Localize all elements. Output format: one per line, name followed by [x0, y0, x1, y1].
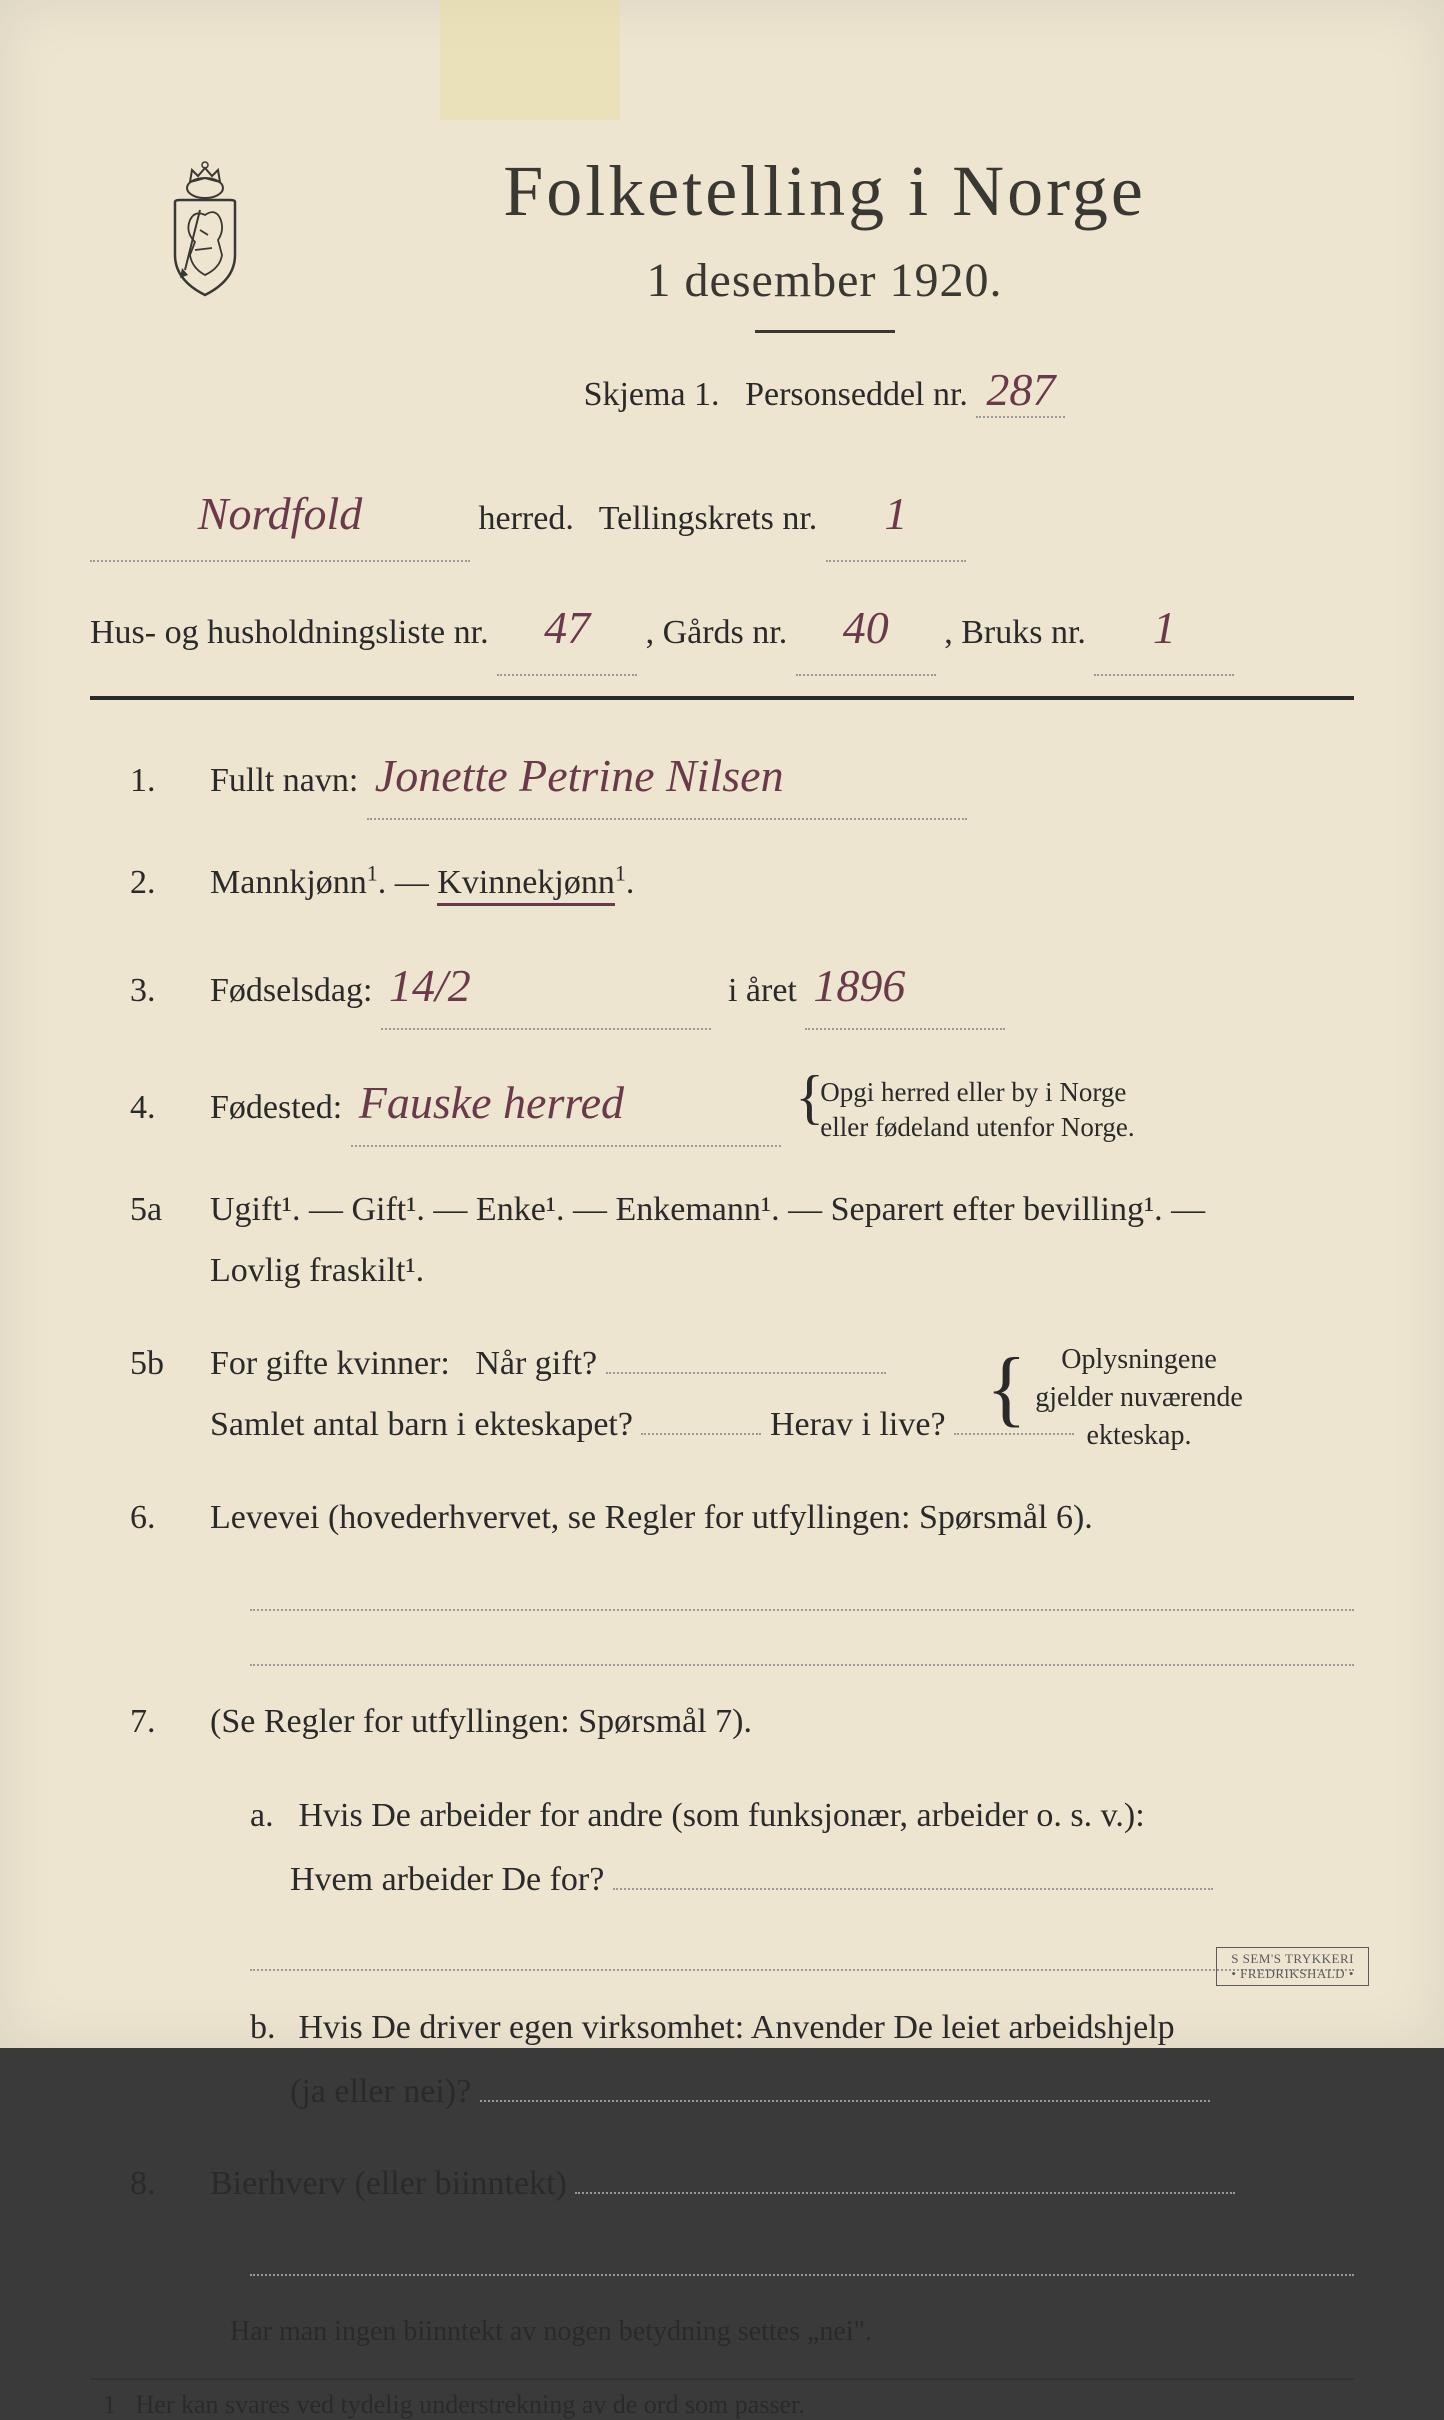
birth-year: 1896: [813, 960, 905, 1011]
tape-mark: [440, 0, 620, 120]
personseddel-nr: 287: [976, 363, 1065, 418]
footnote: 1 Her kan svares ved tydelig understrekn…: [90, 2378, 1354, 2420]
question-3: 3. Fødselsdag: 14/2 i året 1896: [130, 945, 1354, 1030]
herred-line: Nordfold herred. Tellingskrets nr. 1: [90, 468, 1354, 562]
blank-line: [250, 2246, 1354, 2276]
birth-day: 14/2: [389, 960, 471, 1011]
blank-line: [250, 1636, 1354, 1666]
document-header: Folketelling i Norge 1 desember 1920. Sk…: [150, 150, 1354, 448]
bruks-nr: 1: [1153, 602, 1176, 653]
main-title: Folketelling i Norge: [295, 150, 1354, 233]
question-5b: 5b For gifte kvinner: Når gift? Samlet a…: [130, 1333, 1354, 1455]
census-form-page: Folketelling i Norge 1 desember 1920. Sk…: [0, 0, 1444, 2048]
question-4: 4. Fødested: Fauske herred Opgi herred e…: [130, 1062, 1354, 1147]
hus-nr: 47: [544, 602, 590, 653]
title-block: Folketelling i Norge 1 desember 1920. Sk…: [295, 150, 1354, 448]
question-2: 2. Mannkjønn1. — Kvinnekjønn1.: [130, 852, 1354, 913]
tellingskrets-nr: 1: [884, 488, 907, 539]
question-7: 7. (Se Regler for utfyllingen: Spørsmål …: [130, 1691, 1354, 1752]
blank-line: [250, 1581, 1354, 1611]
birthplace-value: Fauske herred: [359, 1077, 624, 1128]
question-5a: 5a Ugift¹. — Gift¹. — Enke¹. — Enkemann¹…: [130, 1179, 1354, 1301]
schema-line: Skjema 1. Personseddel nr. 287: [295, 363, 1354, 418]
printer-stamp: S SEM'S TRYKKERI • FREDRIKSHALD •: [1216, 1947, 1369, 1986]
footer-note: Har man ingen biinntekt av nogen betydni…: [230, 2316, 1354, 2348]
subtitle-date: 1 desember 1920.: [295, 253, 1354, 308]
norwegian-coat-of-arms-icon: [150, 160, 260, 300]
blank-line: [250, 1941, 1354, 1971]
gards-nr: 40: [843, 602, 889, 653]
question-6: 6. Levevei (hovederhvervet, se Regler fo…: [130, 1487, 1354, 1548]
full-name-value: Jonette Petrine Nilsen: [375, 750, 784, 801]
title-divider: [755, 330, 895, 333]
gender-female-selected: Kvinnekjønn: [437, 864, 615, 906]
question-8: 8. Bierhverv (eller biinntekt): [130, 2153, 1354, 2214]
marriage-side-note: Oplysningene gjelder nuværende ekteskap.: [1014, 1341, 1264, 1454]
question-7b: b. Hvis De driver egen virksomhet: Anven…: [250, 1996, 1354, 2125]
birthplace-note: Opgi herred eller by i Norge eller fødel…: [795, 1075, 1134, 1145]
question-list: 1. Fullt navn: Jonette Petrine Nilsen 2.…: [90, 735, 1354, 2348]
header-rule: [90, 696, 1354, 700]
marital-options: Ugift¹. — Gift¹. — Enke¹. — Enkemann¹. —…: [210, 1191, 1205, 1228]
hus-line: Hus- og husholdningsliste nr. 47 , Gårds…: [90, 582, 1354, 676]
question-7a: a. Hvis De arbeider for andre (som funks…: [250, 1784, 1354, 1913]
question-1: 1. Fullt navn: Jonette Petrine Nilsen: [130, 735, 1354, 820]
herred-name: Nordfold: [198, 488, 362, 539]
